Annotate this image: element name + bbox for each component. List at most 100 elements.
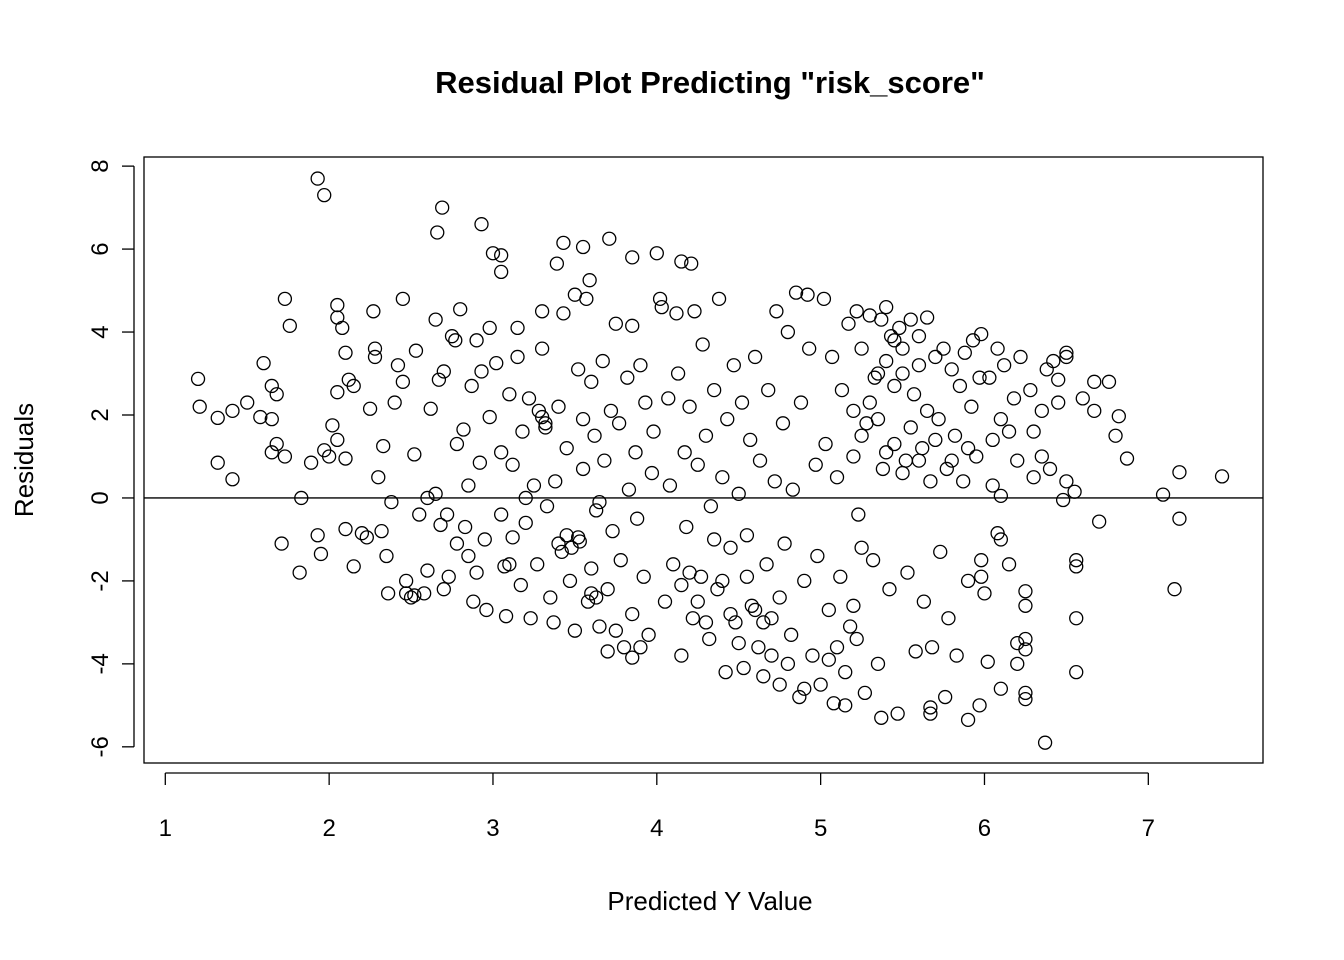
data-point xyxy=(264,445,279,460)
data-point xyxy=(974,553,989,568)
data-point xyxy=(428,312,443,327)
data-point xyxy=(687,304,702,319)
data-point xyxy=(938,689,953,705)
data-point xyxy=(703,499,719,514)
x-tick-label: 7 xyxy=(1142,815,1155,842)
y-axis-title: Residuals xyxy=(9,403,39,517)
data-point xyxy=(715,573,730,589)
data-point xyxy=(240,395,255,410)
data-point xyxy=(903,312,918,327)
data-point xyxy=(985,432,1000,448)
data-point xyxy=(269,436,284,452)
data-point xyxy=(423,401,438,416)
y-axis: -6 -4 -2 0 2 4 6 8 xyxy=(87,159,135,757)
data-point xyxy=(584,374,599,389)
x-tick-label: 3 xyxy=(486,815,499,842)
data-point xyxy=(780,656,796,672)
data-point xyxy=(1172,511,1187,526)
data-point xyxy=(761,382,776,398)
data-point xyxy=(821,652,836,667)
data-point xyxy=(698,615,714,630)
data-point xyxy=(579,291,594,307)
data-point xyxy=(534,304,550,319)
data-point xyxy=(788,285,804,300)
data-point xyxy=(338,521,353,537)
data-point xyxy=(469,333,484,348)
data-point xyxy=(398,586,414,601)
data-point xyxy=(824,349,840,365)
data-point xyxy=(395,374,411,389)
data-point xyxy=(253,409,268,425)
data-point xyxy=(575,461,591,477)
data-point xyxy=(457,519,473,535)
data-point xyxy=(792,689,807,705)
x-tick-label: 1 xyxy=(159,815,172,842)
data-point xyxy=(277,449,293,464)
data-point xyxy=(303,455,319,470)
data-point xyxy=(625,250,640,265)
data-point xyxy=(192,399,207,414)
data-point xyxy=(1018,584,1033,599)
data-point xyxy=(494,264,509,280)
data-point xyxy=(960,441,976,456)
data-point xyxy=(862,395,877,410)
data-point xyxy=(608,623,623,638)
data-point xyxy=(1026,470,1041,485)
data-point xyxy=(829,640,845,655)
data-point xyxy=(743,432,758,448)
data-point xyxy=(584,561,599,576)
data-point xyxy=(865,553,881,568)
data-point xyxy=(282,318,297,333)
data-point xyxy=(882,582,897,597)
data-point xyxy=(972,698,987,713)
data-point xyxy=(611,416,627,431)
data-point xyxy=(571,530,586,545)
data-point xyxy=(313,546,329,562)
x-tick-label: 4 xyxy=(650,815,663,842)
data-point xyxy=(734,395,750,410)
data-point xyxy=(1046,353,1061,369)
data-point xyxy=(474,217,489,232)
data-point xyxy=(772,590,787,605)
data-point xyxy=(838,698,853,713)
data-point xyxy=(911,358,927,373)
data-point xyxy=(346,559,361,574)
data-point xyxy=(256,355,271,371)
data-point xyxy=(797,573,812,589)
data-point xyxy=(589,503,604,518)
data-point xyxy=(371,470,386,485)
data-point xyxy=(449,436,465,452)
data-point xyxy=(911,329,927,344)
data-point xyxy=(646,424,661,439)
data-point xyxy=(1119,451,1135,466)
data-point xyxy=(417,586,432,601)
data-point xyxy=(551,399,566,414)
data-point xyxy=(1059,349,1074,365)
data-point xyxy=(993,488,1009,504)
data-point xyxy=(956,474,971,489)
data-point xyxy=(534,409,550,425)
data-point xyxy=(895,341,910,356)
data-point xyxy=(895,465,910,481)
data-point xyxy=(1010,453,1025,468)
data-point xyxy=(818,436,833,452)
data-point xyxy=(613,553,628,568)
data-point xyxy=(826,696,841,711)
data-point xyxy=(682,565,697,580)
data-point xyxy=(1172,465,1187,480)
data-point xyxy=(210,455,225,470)
data-point xyxy=(190,371,206,387)
data-point xyxy=(335,320,350,336)
data-point xyxy=(1051,372,1066,387)
data-point xyxy=(477,532,492,547)
data-point xyxy=(695,337,710,352)
data-point xyxy=(408,343,424,358)
data-point xyxy=(277,291,293,307)
data-point xyxy=(952,378,968,394)
data-point xyxy=(890,706,905,721)
data-point xyxy=(957,345,972,360)
data-point xyxy=(751,640,766,655)
data-point xyxy=(433,517,448,533)
data-point xyxy=(608,316,623,331)
data-point xyxy=(936,341,951,356)
